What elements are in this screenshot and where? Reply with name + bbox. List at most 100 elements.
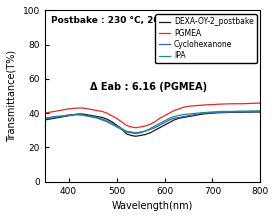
Cyclohexanone (158, 124, 161, 126)
IPA (187, 113, 190, 115)
DEXA-OY-2_postbake (124, 132, 128, 135)
Cyclohexanone (124, 130, 128, 133)
PGMEA (240, 102, 243, 105)
Cyclohexanone (105, 119, 109, 122)
PGMEA (115, 117, 118, 120)
IPA (230, 110, 233, 113)
Cyclohexanone (249, 111, 253, 113)
PGMEA (158, 117, 161, 120)
Cyclohexanone (206, 112, 209, 114)
DEXA-OY-2_postbake (91, 114, 94, 117)
PGMEA (244, 102, 248, 105)
DEXA-OY-2_postbake (76, 113, 80, 115)
DEXA-OY-2_postbake (129, 134, 132, 137)
Cyclohexanone (43, 117, 46, 120)
Cyclohexanone (144, 130, 147, 133)
Cyclohexanone (115, 125, 118, 127)
IPA (96, 117, 99, 120)
IPA (158, 122, 161, 125)
Cyclohexanone (81, 114, 85, 116)
DEXA-OY-2_postbake (172, 119, 176, 121)
PGMEA (100, 110, 104, 113)
IPA (67, 114, 70, 117)
DEXA-OY-2_postbake (182, 116, 185, 119)
Cyclohexanone (168, 119, 171, 121)
IPA (76, 114, 80, 116)
PGMEA (249, 102, 253, 105)
DEXA-OY-2_postbake (254, 111, 257, 113)
IPA (240, 110, 243, 112)
IPA (100, 119, 104, 121)
DEXA-OY-2_postbake (187, 115, 190, 118)
Cyclohexanone (259, 111, 262, 113)
PGMEA (259, 102, 262, 104)
IPA (192, 112, 195, 115)
IPA (62, 115, 65, 117)
Cyclohexanone (62, 114, 65, 117)
IPA (168, 117, 171, 120)
Cyclohexanone (225, 111, 229, 113)
IPA (52, 116, 56, 119)
DEXA-OY-2_postbake (134, 135, 137, 138)
Line: PGMEA: PGMEA (45, 103, 261, 128)
DEXA-OY-2_postbake (148, 131, 152, 134)
PGMEA (168, 112, 171, 114)
DEXA-OY-2_postbake (48, 118, 51, 121)
PGMEA (134, 126, 137, 129)
IPA (120, 128, 123, 131)
IPA (259, 109, 262, 112)
IPA (129, 131, 132, 134)
PGMEA (124, 124, 128, 126)
IPA (144, 130, 147, 133)
PGMEA (192, 104, 195, 107)
Line: DEXA-OY-2_postbake: DEXA-OY-2_postbake (45, 112, 261, 136)
PGMEA (52, 110, 56, 113)
PGMEA (163, 114, 166, 117)
Cyclohexanone (72, 113, 75, 116)
DEXA-OY-2_postbake (120, 127, 123, 130)
IPA (225, 110, 229, 113)
PGMEA (129, 126, 132, 128)
DEXA-OY-2_postbake (168, 121, 171, 124)
IPA (163, 119, 166, 122)
PGMEA (230, 102, 233, 105)
IPA (148, 127, 152, 130)
Cyclohexanone (110, 122, 113, 125)
DEXA-OY-2_postbake (240, 111, 243, 114)
Cyclohexanone (67, 114, 70, 116)
DEXA-OY-2_postbake (201, 113, 205, 115)
DEXA-OY-2_postbake (105, 118, 109, 121)
IPA (216, 111, 219, 113)
Cyclohexanone (48, 116, 51, 119)
IPA (244, 110, 248, 112)
PGMEA (110, 114, 113, 117)
IPA (81, 114, 85, 117)
IPA (201, 111, 205, 114)
DEXA-OY-2_postbake (43, 119, 46, 121)
IPA (153, 125, 156, 127)
PGMEA (62, 108, 65, 111)
IPA (182, 113, 185, 116)
DEXA-OY-2_postbake (197, 114, 200, 116)
Cyclohexanone (100, 118, 104, 121)
DEXA-OY-2_postbake (216, 112, 219, 114)
Line: Cyclohexanone: Cyclohexanone (45, 112, 261, 133)
IPA (43, 118, 46, 121)
Legend: DEXA-OY-2_postbake, PGMEA, Cyclohexanone, IPA: DEXA-OY-2_postbake, PGMEA, Cyclohexanone… (155, 14, 257, 63)
DEXA-OY-2_postbake (100, 116, 104, 119)
IPA (110, 123, 113, 126)
DEXA-OY-2_postbake (249, 111, 253, 113)
Cyclohexanone (153, 126, 156, 129)
PGMEA (211, 103, 214, 106)
Cyclohexanone (172, 117, 176, 120)
PGMEA (216, 103, 219, 106)
Cyclohexanone (187, 114, 190, 117)
Cyclohexanone (134, 131, 137, 134)
IPA (72, 114, 75, 116)
IPA (206, 111, 209, 114)
Cyclohexanone (182, 115, 185, 118)
PGMEA (139, 126, 142, 128)
PGMEA (48, 111, 51, 114)
PGMEA (206, 104, 209, 106)
Cyclohexanone (129, 131, 132, 133)
